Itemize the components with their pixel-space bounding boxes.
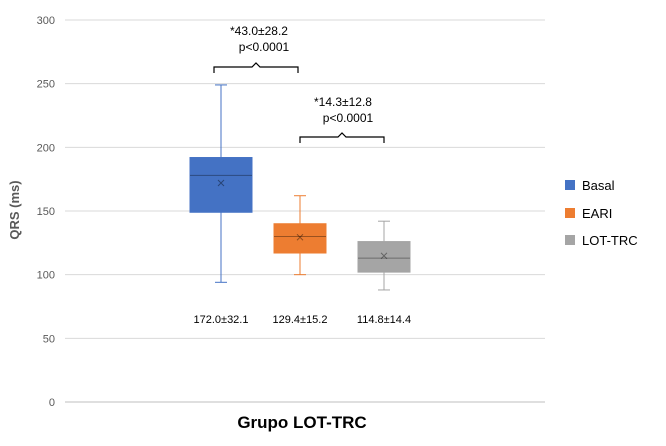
- comparison-1: *43.0±28.2 p<0.0001: [213, 24, 299, 73]
- legend-label: Basal: [582, 178, 615, 193]
- legend: Basal EARI LOT-TRC: [565, 178, 638, 248]
- mean-marker: [296, 233, 304, 241]
- iqr-box: [189, 157, 253, 213]
- legend-label: EARI: [582, 206, 612, 221]
- legend-label: LOT-TRC: [582, 233, 638, 248]
- legend-swatch: [565, 235, 575, 245]
- x-axis-label: Grupo LOT-TRC: [237, 413, 366, 432]
- stat-label: 129.4±15.2: [273, 314, 328, 326]
- y-axis-label: QRS (ms): [7, 180, 22, 239]
- grid-lines: [65, 19, 545, 403]
- y-tick-label: 150: [37, 206, 55, 218]
- comparison-2: *14.3±12.8 p<0.0001: [299, 95, 385, 143]
- p-value-label: p<0.0001: [239, 40, 290, 54]
- difference-label: *43.0±28.2: [230, 24, 288, 38]
- mean-marker: [217, 179, 225, 187]
- legend-item: Basal: [565, 178, 615, 193]
- stat-label: 114.8±14.4: [357, 314, 411, 326]
- p-value-label: p<0.0001: [323, 111, 374, 125]
- box-basal: [189, 84, 253, 283]
- bracket: [299, 132, 385, 143]
- y-tick-label: 50: [43, 333, 55, 345]
- legend-item: LOT-TRC: [565, 233, 638, 248]
- y-tick-label: 0: [49, 397, 55, 409]
- legend-swatch: [565, 180, 575, 190]
- box-lot-trc: [357, 220, 411, 291]
- y-tick-label: 250: [37, 79, 55, 91]
- y-tick-label: 300: [37, 15, 55, 27]
- mean-marker: [380, 252, 388, 260]
- legend-item: EARI: [565, 206, 612, 221]
- y-tick-label: 100: [37, 270, 55, 282]
- legend-swatch: [565, 208, 575, 218]
- iqr-box: [273, 223, 327, 254]
- difference-label: *14.3±12.8: [314, 95, 372, 109]
- box-eari: [273, 195, 327, 276]
- iqr-box: [357, 241, 411, 273]
- y-axis-ticks: 0 50 100 150 200 250 300: [37, 15, 55, 409]
- stat-label: 172.0±32.1: [194, 314, 249, 326]
- y-tick-label: 200: [37, 142, 55, 154]
- bracket: [213, 62, 299, 73]
- stat-labels: 172.0±32.1 129.4±15.2 114.8±14.4: [194, 314, 412, 326]
- comparison-brackets: *43.0±28.2 p<0.0001 *14.3±12.8 p<0.0001: [213, 24, 385, 143]
- box-series: [189, 84, 411, 291]
